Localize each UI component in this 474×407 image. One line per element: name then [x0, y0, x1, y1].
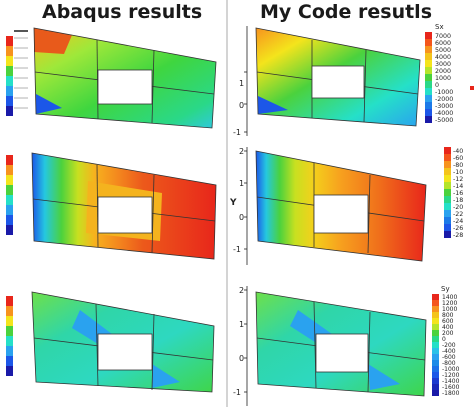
mesh-hole — [311, 65, 365, 99]
mesh-hole — [315, 333, 369, 373]
svg-text:-4000: -4000 — [435, 110, 453, 117]
mesh-corner-blue — [36, 94, 62, 114]
mesh-hole — [97, 69, 153, 105]
colorbar — [432, 294, 439, 396]
legend-color-bar — [6, 296, 13, 376]
svg-text:-5000: -5000 — [435, 117, 453, 124]
svg-text:1000: 1000 — [435, 75, 451, 82]
colorbar-var-label: Sy — [441, 285, 450, 293]
svg-text:1000: 1000 — [442, 306, 457, 313]
svg-text:3000: 3000 — [435, 61, 451, 68]
svg-text:-16: -16 — [453, 190, 463, 197]
mesh-corner-red — [34, 28, 72, 54]
svg-text:7000: 7000 — [435, 33, 451, 40]
svg-text:-14: -14 — [453, 183, 463, 190]
y-tick-label: 1 — [239, 79, 244, 88]
colorbar-tick-labels: 1400 1200 1000 800 600 400 200 0 -200 -4… — [442, 294, 460, 397]
legend-color-bar — [6, 155, 13, 235]
mesh-hole — [97, 333, 153, 371]
y-axis — [244, 26, 248, 136]
mesh-grid — [255, 291, 427, 397]
y-axis — [244, 147, 248, 265]
legend-tick-lines — [14, 37, 28, 109]
svg-text:0: 0 — [442, 336, 446, 343]
y-tick-label: -1 — [233, 128, 241, 137]
y-axis-label: Y — [230, 198, 237, 208]
svg-text:-1200: -1200 — [442, 372, 460, 379]
svg-text:-1800: -1800 — [442, 390, 460, 397]
heading-abaqus: Abaqus results — [42, 1, 203, 23]
mesh-blue-wedge-2 — [368, 364, 400, 390]
y-tick-label: -1 — [233, 388, 241, 397]
abaqus-panel-sy — [2, 145, 224, 267]
svg-text:-20: -20 — [453, 204, 463, 211]
svg-text:-1000: -1000 — [435, 89, 453, 96]
svg-text:-80: -80 — [453, 162, 463, 169]
svg-text:0: 0 — [435, 82, 439, 89]
y-tick-label: 2 — [239, 147, 244, 156]
svg-text:-60: -60 — [453, 155, 463, 162]
svg-text:-28: -28 — [453, 232, 463, 239]
y-tick-label: 0 — [239, 101, 244, 110]
y-tick-label: 0 — [239, 213, 244, 222]
y-tick-label: 0 — [239, 354, 244, 363]
mesh-hole — [97, 196, 153, 234]
colorbar-tick-labels: -40 -60 -80 -10 -12 -14 -16 -18 -20 -22 … — [453, 148, 463, 239]
colorbar-var-label: Sx — [435, 23, 444, 31]
y-tick-label: 2 — [239, 286, 244, 295]
mesh-corner-blue — [258, 96, 288, 114]
column-divider — [226, 0, 228, 407]
svg-text:-600: -600 — [442, 354, 456, 361]
y-axis — [244, 286, 248, 406]
abaqus-panel-sxy — [2, 288, 224, 404]
svg-text:-26: -26 — [453, 225, 463, 232]
svg-text:200: 200 — [442, 330, 454, 337]
mesh-hole — [313, 194, 369, 234]
mycode-panel-sxy: 2 1 0 -1 — [230, 284, 474, 407]
svg-text:-12: -12 — [453, 176, 463, 183]
svg-text:1400: 1400 — [442, 294, 457, 301]
mycode-panel-sx: 1 0 -1 Sx 7000 60 — [230, 22, 474, 140]
mesh-blue-wedge-2 — [152, 364, 180, 388]
svg-text:6000: 6000 — [435, 40, 451, 47]
svg-text:-2000: -2000 — [435, 96, 453, 103]
svg-text:-400: -400 — [442, 348, 456, 355]
colorbar — [444, 147, 451, 238]
svg-text:-1000: -1000 — [442, 366, 460, 373]
svg-text:400: 400 — [442, 324, 454, 331]
svg-text:-18: -18 — [453, 197, 463, 204]
legend-tick-texts — [14, 30, 28, 32]
svg-text:800: 800 — [442, 312, 454, 319]
svg-text:-200: -200 — [442, 342, 456, 349]
mycode-panel-sy: 2 1 0 -1 Y -40 -60 — [230, 145, 474, 267]
legend-color-bar — [6, 36, 13, 116]
svg-text:-40: -40 — [453, 148, 463, 155]
svg-text:-22: -22 — [453, 211, 463, 218]
svg-text:-3000: -3000 — [435, 103, 453, 110]
heading-my-code: My Code resutls — [260, 1, 433, 23]
svg-text:-800: -800 — [442, 360, 456, 367]
svg-text:-1600: -1600 — [442, 384, 460, 391]
svg-text:2000: 2000 — [435, 68, 451, 75]
red-marker — [470, 86, 474, 90]
svg-text:5000: 5000 — [435, 47, 451, 54]
svg-text:600: 600 — [442, 318, 454, 325]
svg-text:1200: 1200 — [442, 300, 457, 307]
svg-text:-24: -24 — [453, 218, 463, 225]
svg-text:4000: 4000 — [435, 54, 451, 61]
y-tick-label: 1 — [239, 320, 244, 329]
y-tick-label: -1 — [233, 245, 241, 254]
y-tick-label: 1 — [239, 179, 244, 188]
svg-text:-1400: -1400 — [442, 378, 460, 385]
colorbar — [425, 32, 432, 123]
svg-text:-10: -10 — [453, 169, 463, 176]
abaqus-panel-sx — [2, 22, 224, 140]
colorbar-tick-labels: 7000 6000 5000 4000 3000 2000 1000 0 -10… — [435, 33, 453, 124]
